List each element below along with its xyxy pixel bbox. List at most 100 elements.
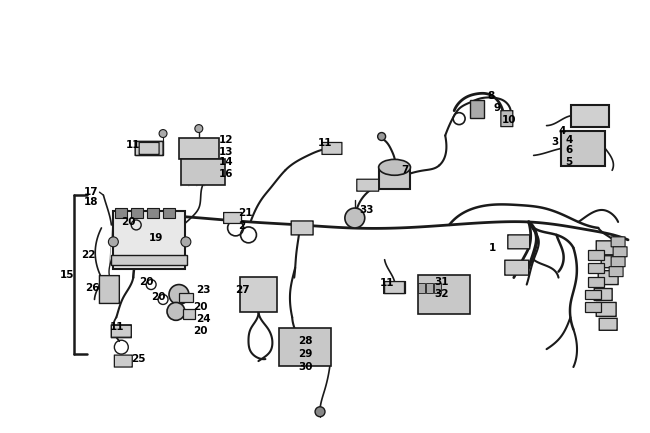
Text: 31: 31: [434, 277, 448, 287]
Circle shape: [181, 237, 191, 247]
Text: 24: 24: [196, 314, 211, 324]
Bar: [419, 275, 470, 314]
Text: 11: 11: [380, 278, 394, 288]
Circle shape: [167, 302, 185, 320]
FancyBboxPatch shape: [601, 256, 619, 268]
Bar: [111, 255, 187, 265]
Text: 20: 20: [151, 292, 166, 303]
Text: 2: 2: [239, 221, 246, 231]
FancyBboxPatch shape: [114, 355, 132, 367]
Text: 11: 11: [126, 140, 141, 150]
FancyBboxPatch shape: [99, 276, 120, 304]
Text: 27: 27: [235, 284, 250, 294]
Bar: [181, 159, 225, 185]
FancyBboxPatch shape: [111, 325, 131, 337]
Bar: [585, 290, 601, 300]
Text: 28: 28: [298, 336, 313, 346]
Bar: [183, 310, 195, 319]
FancyBboxPatch shape: [384, 281, 406, 294]
Circle shape: [345, 208, 365, 228]
Circle shape: [315, 407, 325, 417]
FancyBboxPatch shape: [385, 281, 404, 294]
Text: 20: 20: [193, 326, 207, 336]
Text: 23: 23: [196, 284, 211, 294]
Bar: [588, 277, 604, 287]
FancyBboxPatch shape: [501, 111, 513, 126]
Text: 26: 26: [86, 283, 100, 293]
FancyBboxPatch shape: [611, 237, 625, 247]
FancyBboxPatch shape: [291, 221, 313, 235]
FancyBboxPatch shape: [613, 247, 627, 257]
Text: 7: 7: [402, 165, 409, 175]
Bar: [135, 142, 163, 155]
FancyBboxPatch shape: [508, 235, 530, 249]
Bar: [379, 167, 410, 189]
Text: 22: 22: [81, 250, 96, 260]
Text: 10: 10: [502, 115, 516, 125]
Text: 15: 15: [60, 270, 74, 280]
Text: 4: 4: [558, 126, 566, 136]
Text: 29: 29: [298, 349, 313, 359]
Text: 18: 18: [84, 197, 98, 207]
FancyBboxPatch shape: [599, 318, 617, 330]
Bar: [571, 105, 609, 126]
Bar: [470, 100, 484, 118]
Bar: [562, 131, 605, 166]
Text: 8: 8: [487, 91, 494, 101]
Text: 5: 5: [566, 157, 573, 167]
Circle shape: [195, 125, 203, 132]
Text: 12: 12: [218, 136, 233, 145]
FancyBboxPatch shape: [611, 257, 625, 267]
FancyBboxPatch shape: [596, 241, 616, 255]
Bar: [179, 138, 218, 159]
Text: 6: 6: [566, 145, 573, 155]
FancyBboxPatch shape: [135, 142, 163, 155]
Text: 30: 30: [298, 362, 313, 372]
Circle shape: [159, 129, 167, 138]
Bar: [280, 328, 331, 366]
Bar: [147, 208, 159, 218]
Text: 33: 33: [360, 205, 374, 215]
Text: 19: 19: [149, 233, 164, 243]
Bar: [163, 208, 175, 218]
FancyBboxPatch shape: [609, 267, 623, 277]
FancyBboxPatch shape: [111, 325, 131, 338]
Text: 20: 20: [193, 302, 207, 313]
Text: 13: 13: [218, 147, 233, 158]
Text: 21: 21: [239, 208, 253, 218]
Bar: [115, 208, 127, 218]
FancyBboxPatch shape: [598, 271, 618, 284]
Bar: [434, 283, 441, 293]
Ellipse shape: [379, 159, 410, 175]
FancyBboxPatch shape: [594, 288, 612, 301]
FancyBboxPatch shape: [596, 302, 616, 317]
Text: 25: 25: [131, 354, 146, 364]
Circle shape: [169, 284, 189, 304]
Text: 4: 4: [566, 136, 573, 145]
Text: 3: 3: [552, 138, 559, 148]
FancyBboxPatch shape: [322, 142, 342, 155]
FancyBboxPatch shape: [139, 142, 159, 155]
Text: 17: 17: [84, 187, 98, 197]
Bar: [585, 302, 601, 312]
Bar: [426, 283, 433, 293]
Text: 9: 9: [494, 103, 501, 113]
Bar: [240, 277, 278, 312]
Bar: [179, 293, 193, 302]
Text: 14: 14: [218, 157, 233, 167]
Circle shape: [378, 132, 385, 140]
Circle shape: [109, 237, 118, 247]
Bar: [418, 283, 425, 293]
Bar: [588, 263, 604, 273]
Text: 20: 20: [122, 217, 136, 227]
Bar: [113, 211, 185, 268]
Bar: [131, 208, 143, 218]
FancyBboxPatch shape: [505, 260, 528, 275]
Text: 16: 16: [218, 169, 233, 179]
Text: 11: 11: [109, 322, 124, 332]
Bar: [588, 250, 604, 260]
FancyBboxPatch shape: [224, 213, 242, 223]
Text: 1: 1: [489, 243, 496, 253]
Text: 11: 11: [318, 139, 333, 149]
Text: 32: 32: [434, 288, 448, 298]
